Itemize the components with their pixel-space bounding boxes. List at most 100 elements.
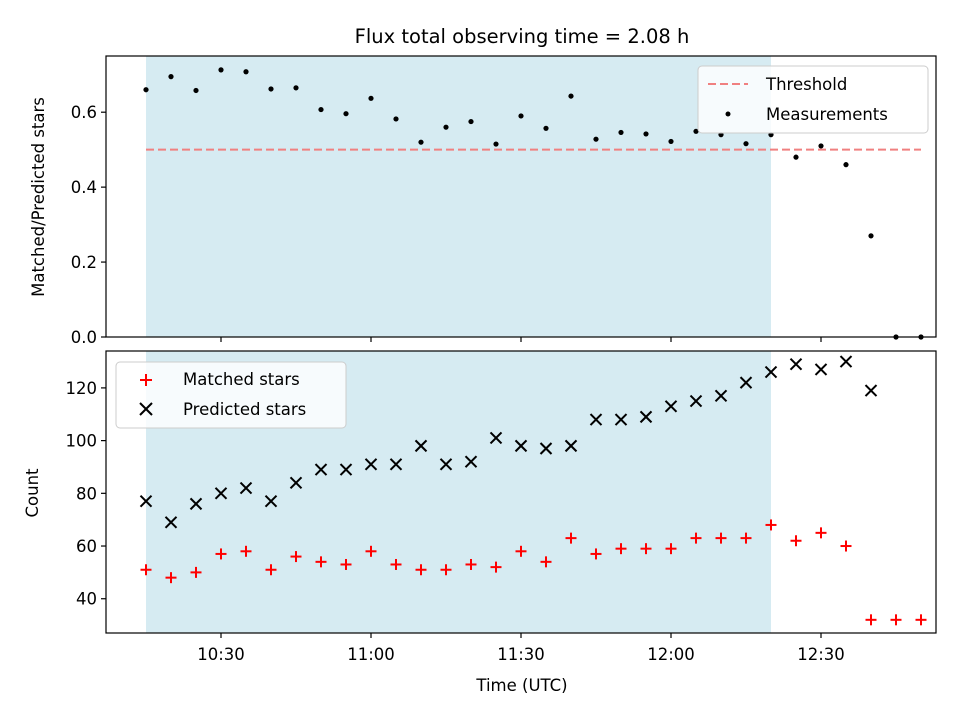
measurement-point <box>318 106 324 113</box>
predicted-star-point <box>489 431 503 445</box>
matched-star-point <box>415 564 427 576</box>
predicted-star-point <box>164 516 178 529</box>
predicted-star-point <box>639 410 653 424</box>
matched-star-point <box>690 532 702 544</box>
y-tick-label: 40 <box>76 590 97 609</box>
matched-star-point <box>215 548 227 560</box>
predicted-star-point <box>439 458 453 471</box>
y-tick-label: 0.4 <box>71 178 97 197</box>
measurement-point <box>493 141 499 147</box>
matched-star-point <box>165 572 177 584</box>
predicted-star-point <box>214 487 228 500</box>
top-legend: Threshold Measurements <box>697 65 929 134</box>
y-tick-label: 60 <box>76 537 97 556</box>
predicted-star-point <box>264 495 278 508</box>
matched-star-point <box>540 556 552 568</box>
matched-star-point <box>740 532 752 544</box>
bottom-legend: Matched stars Predicted stars <box>115 361 347 429</box>
measurement-point <box>443 124 449 130</box>
y-tick-label: 100 <box>66 432 98 451</box>
matched-star-point <box>390 558 402 570</box>
measurement-point <box>243 69 249 75</box>
matched-star-point <box>715 532 727 544</box>
predicted-star-point <box>789 357 803 371</box>
predicted-star-point <box>314 463 328 476</box>
measurement-point <box>868 233 874 239</box>
measurement-point <box>393 116 399 122</box>
measurement-point <box>193 87 199 94</box>
matched-star-point <box>440 564 452 576</box>
measurement-point <box>418 139 424 145</box>
predicted-star-point <box>139 495 153 508</box>
y-tick-label: 80 <box>76 484 97 503</box>
legend-matched-swatch <box>140 374 152 386</box>
y-tick-label: 120 <box>66 379 98 398</box>
measurement-point <box>643 131 649 137</box>
measurement-point <box>743 141 749 147</box>
measurement-point <box>143 87 149 93</box>
predicted-star-point <box>814 363 828 376</box>
legend-predicted-swatch <box>139 402 153 416</box>
measurement-point <box>818 143 824 149</box>
top-panel: 0.0 0.2 0.4 0.6 Matched/Predicted stars Thr… <box>29 55 937 347</box>
bottom-panel: 40 60 80 100 120 10:30 11:00 11:30 12:00 12:30 C… <box>23 350 937 695</box>
top-shaded-span <box>146 56 771 337</box>
matched-star-point <box>665 543 677 555</box>
predicted-star-point <box>689 394 703 408</box>
matched-star-point <box>340 558 352 570</box>
measurement-point <box>843 162 849 168</box>
predicted-star-point <box>339 463 353 476</box>
matched-star-point <box>915 614 927 626</box>
y-tick-label: 0.2 <box>71 253 97 272</box>
predicted-star-point <box>289 476 303 489</box>
bottom-y-axis-label: Count <box>23 468 42 518</box>
measurement-point <box>168 74 174 80</box>
predicted-star-point <box>464 455 478 468</box>
x-tick-label: 12:30 <box>797 645 845 664</box>
measurement-point <box>468 118 474 125</box>
matched-star-point <box>190 566 202 578</box>
measurement-point <box>543 125 549 131</box>
predicted-star-point <box>189 497 203 511</box>
bottom-x-ticks: 10:30 11:00 11:30 12:00 12:30 <box>197 633 845 664</box>
top-data-marks <box>143 67 924 340</box>
predicted-star-point <box>414 439 428 453</box>
predicted-star-point <box>714 389 728 403</box>
bottom-data-marks <box>139 355 927 626</box>
x-tick-label: 11:00 <box>347 645 395 664</box>
legend-measurements-swatch <box>725 111 731 117</box>
matched-star-point <box>840 540 852 552</box>
matched-star-point <box>890 614 902 626</box>
predicted-star-point <box>589 413 603 426</box>
matched-star-point <box>290 551 302 563</box>
x-tick-label: 11:30 <box>497 645 545 664</box>
measurement-point <box>293 85 299 91</box>
top-x-ticks <box>220 337 822 342</box>
predicted-star-point <box>514 439 528 453</box>
matched-star-point <box>815 527 827 539</box>
predicted-star-point <box>539 442 553 455</box>
bottom-y-ticks: 40 60 80 100 120 <box>66 379 106 609</box>
matched-star-point <box>490 561 502 573</box>
predicted-star-point <box>364 458 378 471</box>
x-tick-label: 12:00 <box>647 645 695 664</box>
matched-star-point <box>140 564 152 576</box>
matched-star-point <box>590 548 602 560</box>
top-y-ticks: 0.0 0.2 0.4 0.6 <box>71 103 106 347</box>
matched-star-point <box>315 556 327 568</box>
predicted-star-point <box>389 458 403 471</box>
measurement-point <box>618 129 624 136</box>
top-legend-box <box>697 65 929 134</box>
x-axis-label: Time (UTC) <box>475 676 567 695</box>
measurement-point <box>693 128 699 134</box>
measurement-point <box>268 86 274 92</box>
matched-star-point <box>265 564 277 576</box>
y-tick-label: 0.0 <box>71 328 97 347</box>
predicted-star-point <box>614 413 628 426</box>
measurement-point <box>343 111 349 117</box>
predicted-star-point <box>764 365 778 379</box>
matched-star-point <box>565 532 577 544</box>
predicted-star-point <box>864 384 878 397</box>
legend-measurements-label: Measurements <box>766 105 888 124</box>
